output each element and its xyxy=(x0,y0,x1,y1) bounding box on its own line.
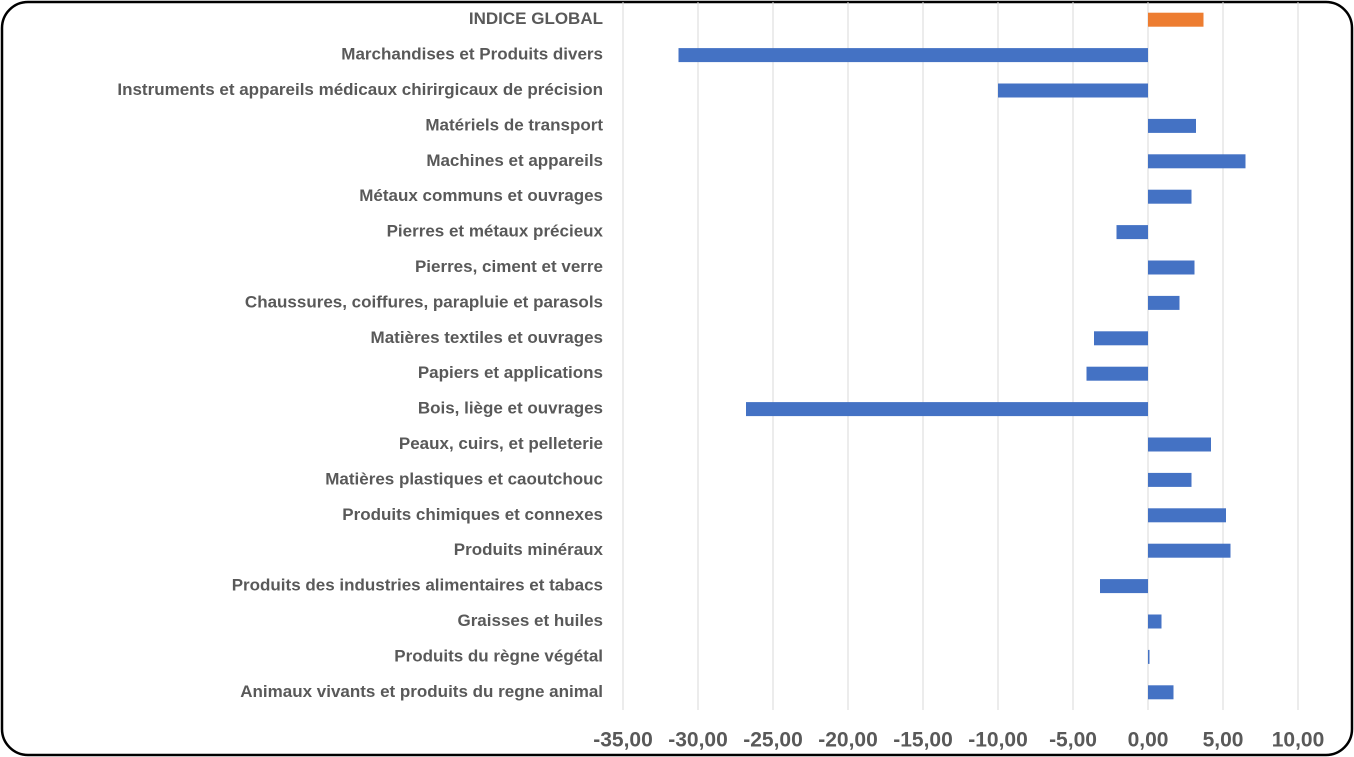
x-tick-label: -25,00 xyxy=(743,729,803,752)
y-tick-label: Matières textiles et ouvrages xyxy=(371,328,603,347)
bar xyxy=(1148,154,1246,169)
y-tick-label: Pierres et métaux précieux xyxy=(387,222,604,241)
x-tick-label: 10,00 xyxy=(1272,729,1325,752)
x-tick-label: 5,00 xyxy=(1203,729,1244,752)
bar xyxy=(1148,685,1174,700)
y-tick-label: Produits du règne végétal xyxy=(394,646,603,665)
bar xyxy=(1148,543,1231,558)
bar xyxy=(1148,649,1150,664)
y-tick-label: INDICE GLOBAL xyxy=(469,9,603,28)
bar xyxy=(1094,331,1148,346)
y-tick-label: Papiers et applications xyxy=(418,363,603,382)
y-tick-label: Bois, liège et ouvrages xyxy=(418,399,603,418)
bar xyxy=(1116,225,1148,240)
y-tick-label: Produits minéraux xyxy=(454,540,604,559)
y-tick-label: Matières plastiques et caoutchouc xyxy=(325,469,603,488)
bar xyxy=(1148,614,1162,629)
x-tick-label: -20,00 xyxy=(818,729,878,752)
bar xyxy=(1148,189,1192,204)
bar xyxy=(746,402,1148,417)
x-tick-label: -30,00 xyxy=(668,729,728,752)
x-tick-label: 0,00 xyxy=(1128,729,1169,752)
bar xyxy=(1148,508,1226,523)
x-tick-label: -5,00 xyxy=(1049,729,1097,752)
y-tick-label: Matériels de transport xyxy=(425,115,603,134)
x-tick-label: -15,00 xyxy=(893,729,953,752)
y-tick-label: Produits chimiques et connexes xyxy=(342,505,603,524)
y-tick-label: Chaussures, coiffures, parapluie et para… xyxy=(245,292,603,311)
bar xyxy=(1148,260,1195,275)
bar xyxy=(1100,579,1148,594)
bar xyxy=(1148,295,1180,310)
y-tick-label: Instruments et appareils médicaux chirir… xyxy=(117,80,603,99)
bar xyxy=(1086,366,1148,381)
y-tick-label: Marchandises et Produits divers xyxy=(341,45,603,64)
y-tick-label: Peaux, cuirs, et pelleterie xyxy=(399,434,603,453)
x-tick-label: -10,00 xyxy=(968,729,1028,752)
y-tick-label: Graisses et huiles xyxy=(457,611,603,630)
y-tick-label: Produits des industries alimentaires et … xyxy=(232,576,603,595)
y-tick-label: Pierres, ciment et verre xyxy=(415,257,603,276)
y-tick-label: Machines et appareils xyxy=(426,151,603,170)
bar xyxy=(1148,12,1204,27)
bar xyxy=(1148,437,1211,452)
bar xyxy=(1148,472,1192,487)
x-tick-label: -35,00 xyxy=(593,729,653,752)
bar xyxy=(998,83,1148,98)
bar xyxy=(678,48,1148,63)
bar xyxy=(1148,118,1196,133)
y-tick-label: Métaux communs et ouvrages xyxy=(359,186,603,205)
y-tick-label: Animaux vivants et produits du regne ani… xyxy=(240,682,603,701)
